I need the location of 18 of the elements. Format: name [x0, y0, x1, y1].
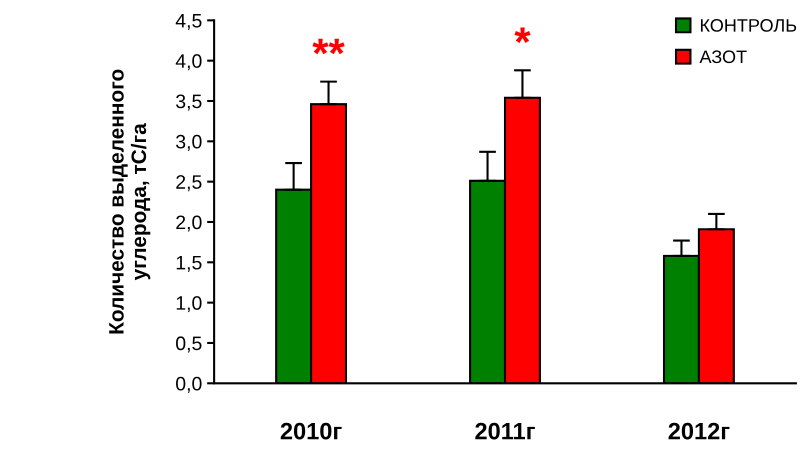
y-tick-label: 4,5: [176, 14, 202, 30]
annotation: *: [514, 27, 531, 43]
y-tick-label: 3,0: [176, 134, 202, 151]
x-tick-label: 2011г: [475, 422, 535, 440]
legend-label: КОНТРОЛЬ: [700, 19, 796, 32]
y-tick-label: 0,5: [176, 336, 202, 352]
x-tick-label: 2012г: [668, 422, 730, 440]
y-tick-label: 2,5: [176, 175, 202, 192]
y-tick-label: 4,0: [176, 54, 202, 70]
y-tick-label: 0,0: [176, 376, 202, 393]
y-tick-label: 2,0: [176, 215, 202, 232]
y-tick-label: 1,0: [176, 296, 202, 312]
y-axis-title: Количество выделенного углерода, тС/га: [109, 70, 150, 334]
x-tick-label: 2010г: [280, 422, 342, 440]
y-tick-label: 1,5: [176, 256, 202, 272]
legend-label: АЗОТ: [700, 50, 747, 64]
annotation: **: [312, 38, 345, 54]
y-tick-label: 3,5: [176, 94, 202, 111]
